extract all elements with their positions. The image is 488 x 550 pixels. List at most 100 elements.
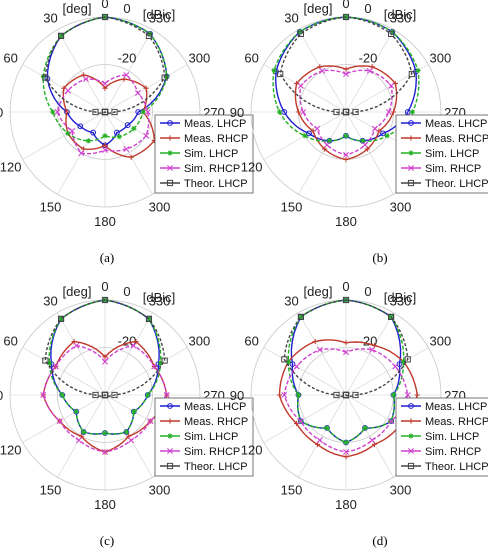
- angle-tick-label: 300: [189, 334, 211, 349]
- data-point: [140, 109, 146, 115]
- data-point: [145, 392, 151, 398]
- legend-marker: [166, 179, 174, 187]
- data-point: [130, 342, 137, 349]
- legend-label: Meas. LHCP: [425, 401, 487, 413]
- legend-label: Meas. RHCP: [184, 416, 248, 428]
- data-point: [343, 340, 349, 346]
- data-point: [92, 391, 99, 399]
- data-point: [404, 356, 411, 363]
- legend-marker: [167, 433, 173, 439]
- data-point: [102, 142, 108, 148]
- dbic-unit-label: [dBic]: [384, 7, 417, 22]
- legend-marker: [408, 150, 414, 156]
- data-point: [312, 338, 318, 345]
- data-point: [40, 73, 46, 79]
- data-point: [343, 151, 349, 158]
- grid-spoke: [263, 347, 347, 396]
- data-point: [360, 138, 366, 144]
- angle-tick-label: 330: [390, 294, 412, 309]
- data-point: [297, 29, 303, 35]
- data-point: [281, 356, 288, 363]
- legend-label: Sim. RHCP: [184, 163, 240, 175]
- data-point: [124, 122, 131, 128]
- data-point: [409, 109, 416, 115]
- deg-unit-label: [deg]: [304, 1, 333, 16]
- angle-tick-label: 120: [0, 443, 21, 458]
- data-point: [343, 156, 349, 163]
- grid-spoke: [22, 111, 106, 160]
- grid-spoke: [57, 29, 106, 113]
- series-sim-rhcp: [54, 72, 151, 157]
- data-point: [408, 70, 415, 78]
- series-line: [279, 16, 413, 114]
- data-point: [297, 30, 304, 37]
- data-point: [392, 363, 399, 370]
- legend: Meas. LHCP Meas. RHCP Sim. LHCP Sim. RHCP Th…: [154, 114, 254, 194]
- data-point: [415, 67, 421, 74]
- series-line: [44, 299, 166, 397]
- legend: Meas. LHCP Meas. RHCP Sim. LHCP Sim. RHCP Th…: [154, 397, 254, 477]
- data-point: [298, 314, 304, 320]
- angle-tick-label: 90: [0, 388, 3, 403]
- legend: Meas. LHCP Meas. RHCP Sim. LHCP Sim. RHCP Th…: [395, 114, 488, 194]
- legend-marker: [167, 150, 173, 156]
- grid-spoke: [263, 394, 347, 443]
- data-point: [73, 409, 79, 415]
- data-point: [102, 85, 108, 91]
- grid-spoke: [345, 347, 429, 396]
- data-point: [369, 437, 376, 444]
- panel-caption: (d): [372, 533, 387, 548]
- data-point: [128, 437, 135, 444]
- data-point: [102, 133, 108, 139]
- data-point: [52, 363, 59, 370]
- data-point: [362, 425, 368, 431]
- data-point: [285, 359, 292, 365]
- data-point: [388, 30, 395, 37]
- legend-label: Meas. LHCP: [425, 118, 487, 130]
- angle-tick-label: 0: [101, 0, 108, 11]
- data-point: [75, 437, 82, 444]
- data-point: [388, 313, 395, 320]
- data-point: [295, 109, 302, 115]
- data-point: [297, 313, 304, 320]
- data-point: [306, 130, 312, 137]
- angle-tick-label: 30: [43, 11, 57, 26]
- data-point: [73, 342, 80, 349]
- data-point: [128, 154, 134, 160]
- data-point: [123, 429, 129, 435]
- legend-label: Sim. RHCP: [425, 446, 481, 458]
- data-point: [92, 108, 99, 116]
- data-point: [101, 108, 109, 116]
- data-point: [297, 418, 304, 425]
- data-point: [151, 363, 158, 370]
- data-point: [147, 31, 153, 37]
- grid-spoke: [345, 111, 394, 195]
- legend-marker: [166, 462, 174, 470]
- angle-tick-label: 300: [430, 51, 452, 66]
- angle-tick-label: 90: [0, 105, 3, 120]
- legend-marker: [408, 403, 414, 409]
- data-point: [102, 430, 108, 436]
- data-point: [293, 363, 300, 370]
- legend-marker: [167, 135, 173, 141]
- data-point: [111, 391, 118, 399]
- data-point: [85, 138, 91, 144]
- angle-tick-label: 60: [3, 334, 17, 349]
- data-point: [143, 85, 149, 91]
- dbic-unit-label: [dBic]: [384, 290, 417, 305]
- legend-label: Theor. LHCP: [425, 461, 488, 473]
- data-point: [366, 67, 373, 74]
- data-point: [78, 150, 85, 157]
- panel-caption: (b): [372, 250, 387, 265]
- legend-label: Sim. LHCP: [184, 431, 238, 443]
- legend-label: Theor. LHCP: [425, 178, 488, 190]
- series-theor-lhcp: [281, 296, 411, 399]
- data-point: [50, 109, 56, 115]
- data-point: [276, 392, 283, 398]
- angle-tick-label: 300: [189, 51, 211, 66]
- angle-tick-label: 180: [335, 497, 357, 512]
- data-point: [101, 296, 109, 304]
- data-point: [65, 87, 71, 94]
- angle-tick-label: 90: [230, 388, 244, 403]
- angle-tick-label: 60: [244, 334, 258, 349]
